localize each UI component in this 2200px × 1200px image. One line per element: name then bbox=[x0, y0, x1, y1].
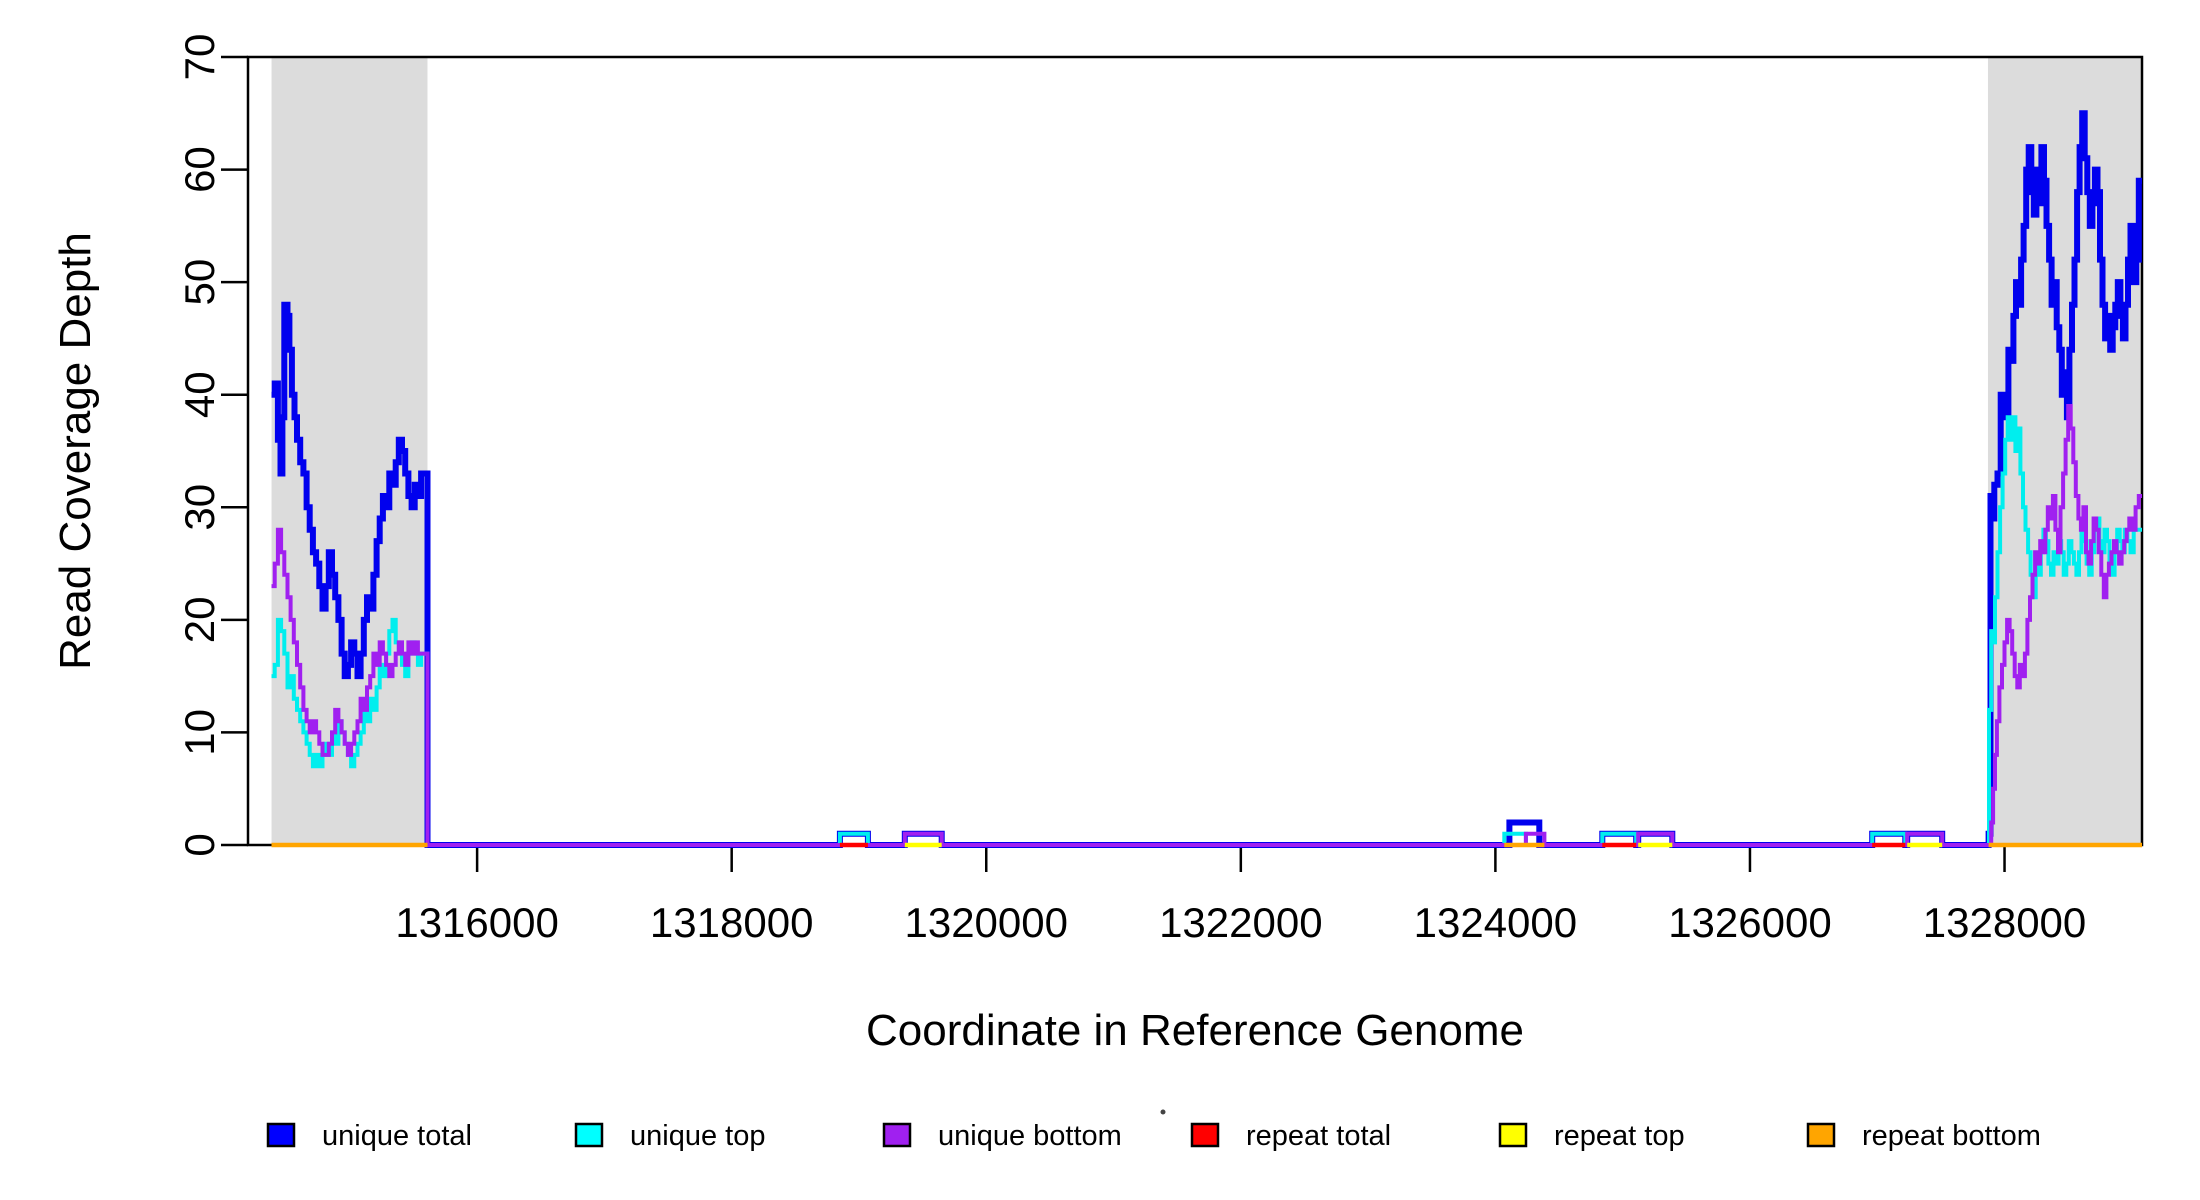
legend-swatch bbox=[266, 1122, 296, 1148]
x-tick-label: 1322000 bbox=[1159, 899, 1323, 946]
legend-item-unique-top: unique top bbox=[574, 1120, 765, 1152]
legend-swatch bbox=[882, 1122, 912, 1148]
legend-swatch bbox=[574, 1122, 604, 1148]
legend-item-label: repeat bottom bbox=[1862, 1120, 2041, 1152]
legend-item-label: repeat top bbox=[1554, 1120, 1685, 1152]
y-axis: 0 10 20 30 40 50 60 70 bbox=[176, 34, 248, 857]
y-tick-label: 70 bbox=[176, 34, 223, 81]
legend-swatch bbox=[1498, 1122, 1528, 1148]
x-tick-label: 1324000 bbox=[1414, 899, 1578, 946]
series-line-unique-bottom bbox=[271, 404, 2142, 847]
series-line-unique-top bbox=[271, 415, 2142, 847]
x-axis: 1316000 1318000 1320000 1322000 1324000 13260… bbox=[395, 845, 2086, 946]
x-tick-label: 1316000 bbox=[395, 899, 559, 946]
legend-item-label: unique total bbox=[322, 1120, 472, 1152]
x-tick-label: 1328000 bbox=[1923, 899, 2087, 946]
x-axis-label: Coordinate in Reference Genome bbox=[866, 1006, 1524, 1055]
y-tick-label: 50 bbox=[176, 259, 223, 306]
plot-box bbox=[246, 55, 2144, 847]
legend-swatch bbox=[1190, 1122, 1220, 1148]
legend-item-unique-bottom: unique bottom bbox=[882, 1120, 1122, 1152]
legend-item-label: repeat total bbox=[1246, 1120, 1391, 1152]
series-lines bbox=[271, 110, 2142, 848]
y-tick-label: 0 bbox=[176, 833, 223, 856]
y-tick-label: 20 bbox=[176, 596, 223, 643]
legend: unique total unique top unique bottom repea… bbox=[266, 1120, 2041, 1152]
y-tick-label: 30 bbox=[176, 484, 223, 531]
legend-item-label: unique bottom bbox=[938, 1120, 1122, 1152]
y-tick-label: 60 bbox=[176, 146, 223, 193]
legend-item-unique-total: unique total bbox=[266, 1120, 472, 1152]
x-tick-label: 1326000 bbox=[1668, 899, 1832, 946]
legend-swatch bbox=[1806, 1122, 1836, 1148]
legend-item-label: unique top bbox=[630, 1120, 765, 1152]
y-tick-label: 10 bbox=[176, 709, 223, 756]
x-tick-label: 1318000 bbox=[650, 899, 814, 946]
series-line-unique-total bbox=[271, 110, 2142, 848]
y-tick-label: 40 bbox=[176, 371, 223, 418]
legend-item-repeat-bottom: repeat bottom bbox=[1806, 1120, 2041, 1152]
x-tick-label: 1320000 bbox=[904, 899, 1068, 946]
repeat-region-bands bbox=[271, 57, 2142, 845]
legend-item-repeat-top: repeat top bbox=[1498, 1120, 1685, 1152]
stray-dot-artifact bbox=[1160, 1109, 1166, 1115]
y-axis-label: Read Coverage Depth bbox=[51, 232, 100, 670]
legend-item-repeat-total: repeat total bbox=[1190, 1120, 1391, 1152]
